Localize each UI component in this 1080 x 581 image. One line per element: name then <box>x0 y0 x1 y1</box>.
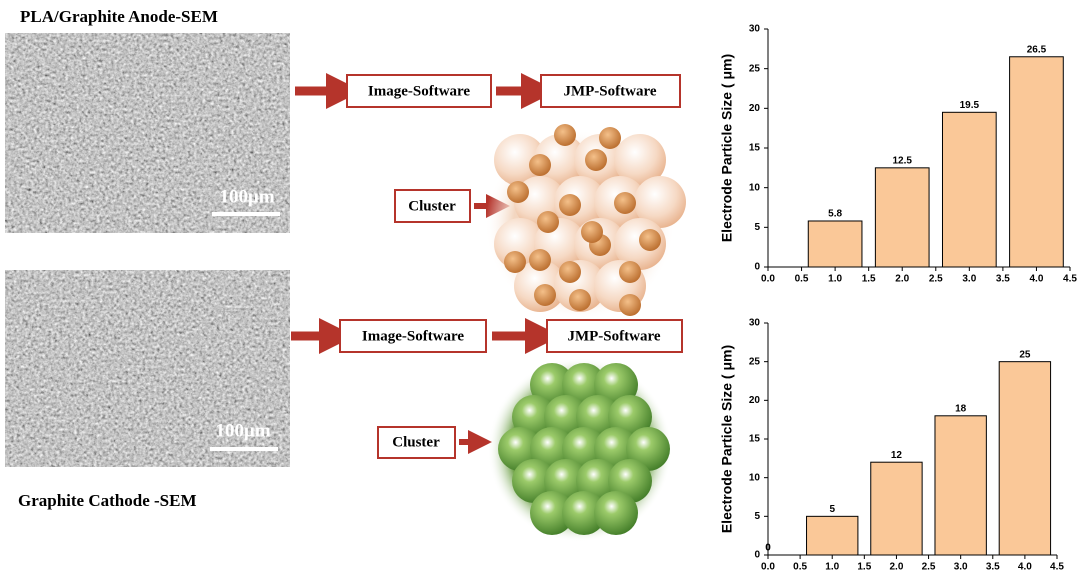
cluster-box <box>377 426 456 459</box>
step-label: JMP-Software <box>567 328 660 344</box>
sphere <box>619 294 641 316</box>
y-tick-label: 30 <box>749 318 761 329</box>
cluster-image <box>488 358 672 542</box>
step-box <box>546 319 683 353</box>
bar <box>934 415 987 556</box>
step-label: Image-Software <box>368 83 471 99</box>
x-tick-label: 2.0 <box>889 562 903 573</box>
sphere <box>562 491 606 535</box>
x-tick-label: 2.5 <box>922 562 936 573</box>
value-label: 5.8 <box>828 209 842 220</box>
sphere <box>512 459 556 503</box>
x-tick-label: 2.0 <box>895 274 909 285</box>
step-box <box>346 74 492 108</box>
x-tick-label: 0.5 <box>795 274 809 285</box>
y-tick-label: 0 <box>754 262 760 273</box>
value-label: 26.5 <box>1027 44 1047 55</box>
x-tick-label: 2.5 <box>929 274 943 285</box>
y-tick-label: 10 <box>749 472 761 483</box>
sphere <box>504 251 526 273</box>
step-label: JMP-Software <box>563 83 656 99</box>
bar <box>941 111 997 268</box>
cluster-label: Cluster <box>392 434 440 450</box>
value-label: 19.5 <box>960 100 980 111</box>
sphere <box>581 221 603 243</box>
x-tick-label: 4.0 <box>1029 274 1043 285</box>
sphere <box>599 127 621 149</box>
panel-title: Graphite Cathode -SEM <box>18 491 197 510</box>
cluster-label: Cluster <box>408 198 456 214</box>
bar <box>806 515 859 556</box>
cluster-image <box>485 124 686 320</box>
sphere <box>614 134 666 186</box>
value-label: 18 <box>955 403 967 414</box>
sphere <box>529 249 551 271</box>
panel-title: PLA/Graphite Anode-SEM <box>20 7 218 26</box>
sphere <box>626 427 670 471</box>
scale-bar <box>212 212 280 216</box>
y-tick-label: 20 <box>749 103 761 114</box>
step-label: Image-Software <box>362 328 465 344</box>
x-tick-label: 4.0 <box>1018 562 1032 573</box>
step-box <box>339 319 487 353</box>
scale-bar-label: 100μm <box>215 420 270 441</box>
y-tick-label: 30 <box>749 24 761 35</box>
value-label: 25 <box>1019 349 1031 360</box>
sphere <box>569 289 591 311</box>
scale-bar-label: 100μm <box>219 186 274 207</box>
sphere <box>634 176 686 228</box>
y-tick-label: 10 <box>749 182 761 193</box>
value-label: 12 <box>891 450 903 461</box>
bar <box>870 461 923 556</box>
cluster-box <box>394 189 471 223</box>
x-tick-label: 3.0 <box>954 562 968 573</box>
sem-image <box>5 33 290 233</box>
bar <box>998 361 1052 556</box>
y-tick-label: 20 <box>749 395 761 406</box>
x-tick-label: 3.0 <box>962 274 976 285</box>
sphere <box>585 149 607 171</box>
value-label: 5 <box>829 504 835 515</box>
sphere <box>507 181 529 203</box>
x-tick-label: 0.0 <box>761 562 775 573</box>
bar <box>807 220 863 268</box>
x-tick-label: 3.5 <box>996 274 1010 285</box>
y-axis-label: Electrode Particle Size ( μm) <box>719 345 735 533</box>
y-tick-label: 25 <box>749 356 761 367</box>
x-tick-label: 0.0 <box>761 274 775 285</box>
sphere <box>554 124 576 146</box>
y-tick-label: 25 <box>749 63 761 74</box>
x-tick-label: 1.0 <box>825 562 839 573</box>
x-tick-label: 1.5 <box>857 562 871 573</box>
y-tick-label: 5 <box>754 222 760 233</box>
sphere <box>534 284 556 306</box>
sphere <box>559 261 581 283</box>
value-label: 12.5 <box>892 155 912 166</box>
bar <box>874 167 930 268</box>
y-tick-label: 0 <box>754 550 760 561</box>
y-tick-label: 15 <box>749 143 761 154</box>
x-tick-label: 4.5 <box>1063 274 1077 285</box>
y-axis-label: Electrode Particle Size ( μm) <box>719 54 735 242</box>
x-tick-label: 0.5 <box>793 562 807 573</box>
step-box <box>540 74 681 108</box>
x-tick-label: 3.5 <box>986 562 1000 573</box>
sphere <box>537 211 559 233</box>
sphere <box>559 194 581 216</box>
sphere <box>529 154 551 176</box>
bar <box>1009 56 1064 268</box>
sphere <box>594 491 638 535</box>
scale-bar <box>210 447 278 451</box>
sphere <box>619 261 641 283</box>
sem-image <box>5 270 290 467</box>
y-tick-label: 15 <box>749 434 761 445</box>
sphere <box>614 192 636 214</box>
x-tick-label: 1.5 <box>862 274 876 285</box>
sphere <box>530 491 574 535</box>
sphere <box>639 229 661 251</box>
y-tick-label: 5 <box>754 511 760 522</box>
x-tick-label: 4.5 <box>1050 562 1064 573</box>
x-tick-label: 1.0 <box>828 274 842 285</box>
